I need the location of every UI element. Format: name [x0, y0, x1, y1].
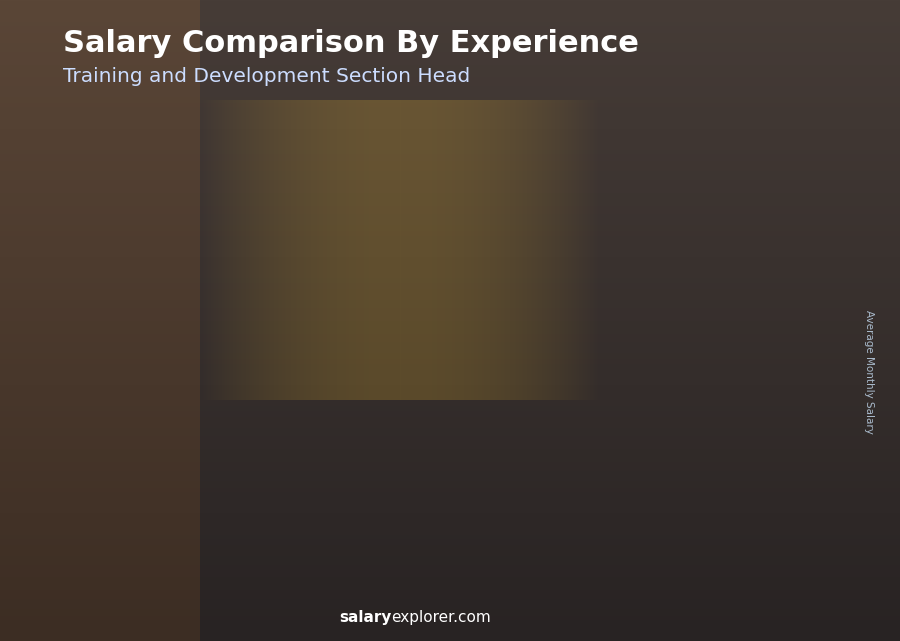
Text: salary: salary: [339, 610, 392, 625]
Text: 5,830 BRL: 5,830 BRL: [97, 407, 165, 420]
Bar: [289, 388, 293, 551]
Text: Training and Development Section Head: Training and Development Section Head: [63, 67, 470, 87]
Text: +24%: +24%: [417, 232, 474, 250]
Bar: [598, 253, 662, 258]
Bar: [229, 388, 292, 551]
Bar: [105, 424, 112, 551]
Bar: [782, 233, 786, 551]
Polygon shape: [756, 26, 850, 86]
Bar: [105, 424, 169, 429]
Bar: [352, 327, 416, 331]
Bar: [352, 327, 358, 551]
Bar: [722, 233, 786, 551]
Bar: [412, 327, 416, 551]
Text: explorer.com: explorer.com: [392, 610, 491, 625]
Text: 20+ Years: 20+ Years: [713, 587, 796, 602]
Text: 12,800 BRL: 12,800 BRL: [463, 256, 539, 269]
Bar: [598, 253, 605, 551]
Bar: [105, 424, 169, 551]
Text: Average Monthly Salary: Average Monthly Salary: [863, 310, 874, 434]
Text: +29%: +29%: [170, 304, 228, 322]
Text: 2 to 5: 2 to 5: [237, 587, 284, 602]
Circle shape: [784, 37, 823, 76]
Bar: [166, 424, 169, 551]
Bar: [352, 327, 416, 551]
Bar: [722, 233, 728, 551]
Text: 14,600 BRL: 14,600 BRL: [710, 216, 786, 229]
Bar: [536, 273, 539, 551]
Bar: [475, 273, 482, 551]
Text: < 2 Years: < 2 Years: [98, 587, 176, 602]
Text: +7%: +7%: [546, 203, 591, 221]
Text: 13,700 BRL: 13,700 BRL: [586, 236, 662, 249]
Text: 5 to 10: 5 to 10: [355, 587, 413, 602]
Bar: [229, 388, 292, 392]
Text: 15 to 20: 15 to 20: [597, 587, 665, 602]
Bar: [598, 253, 662, 551]
Bar: [475, 273, 539, 551]
Bar: [722, 233, 786, 238]
Text: 7,500 BRL: 7,500 BRL: [220, 370, 288, 384]
Text: +7%: +7%: [670, 178, 716, 196]
Bar: [475, 273, 539, 277]
Text: 10,300 BRL: 10,300 BRL: [339, 310, 416, 323]
Text: 10 to 15: 10 to 15: [473, 587, 542, 602]
Text: +38%: +38%: [293, 268, 351, 286]
Text: Salary Comparison By Experience: Salary Comparison By Experience: [63, 29, 639, 58]
Bar: [659, 253, 662, 551]
Bar: [229, 388, 235, 551]
